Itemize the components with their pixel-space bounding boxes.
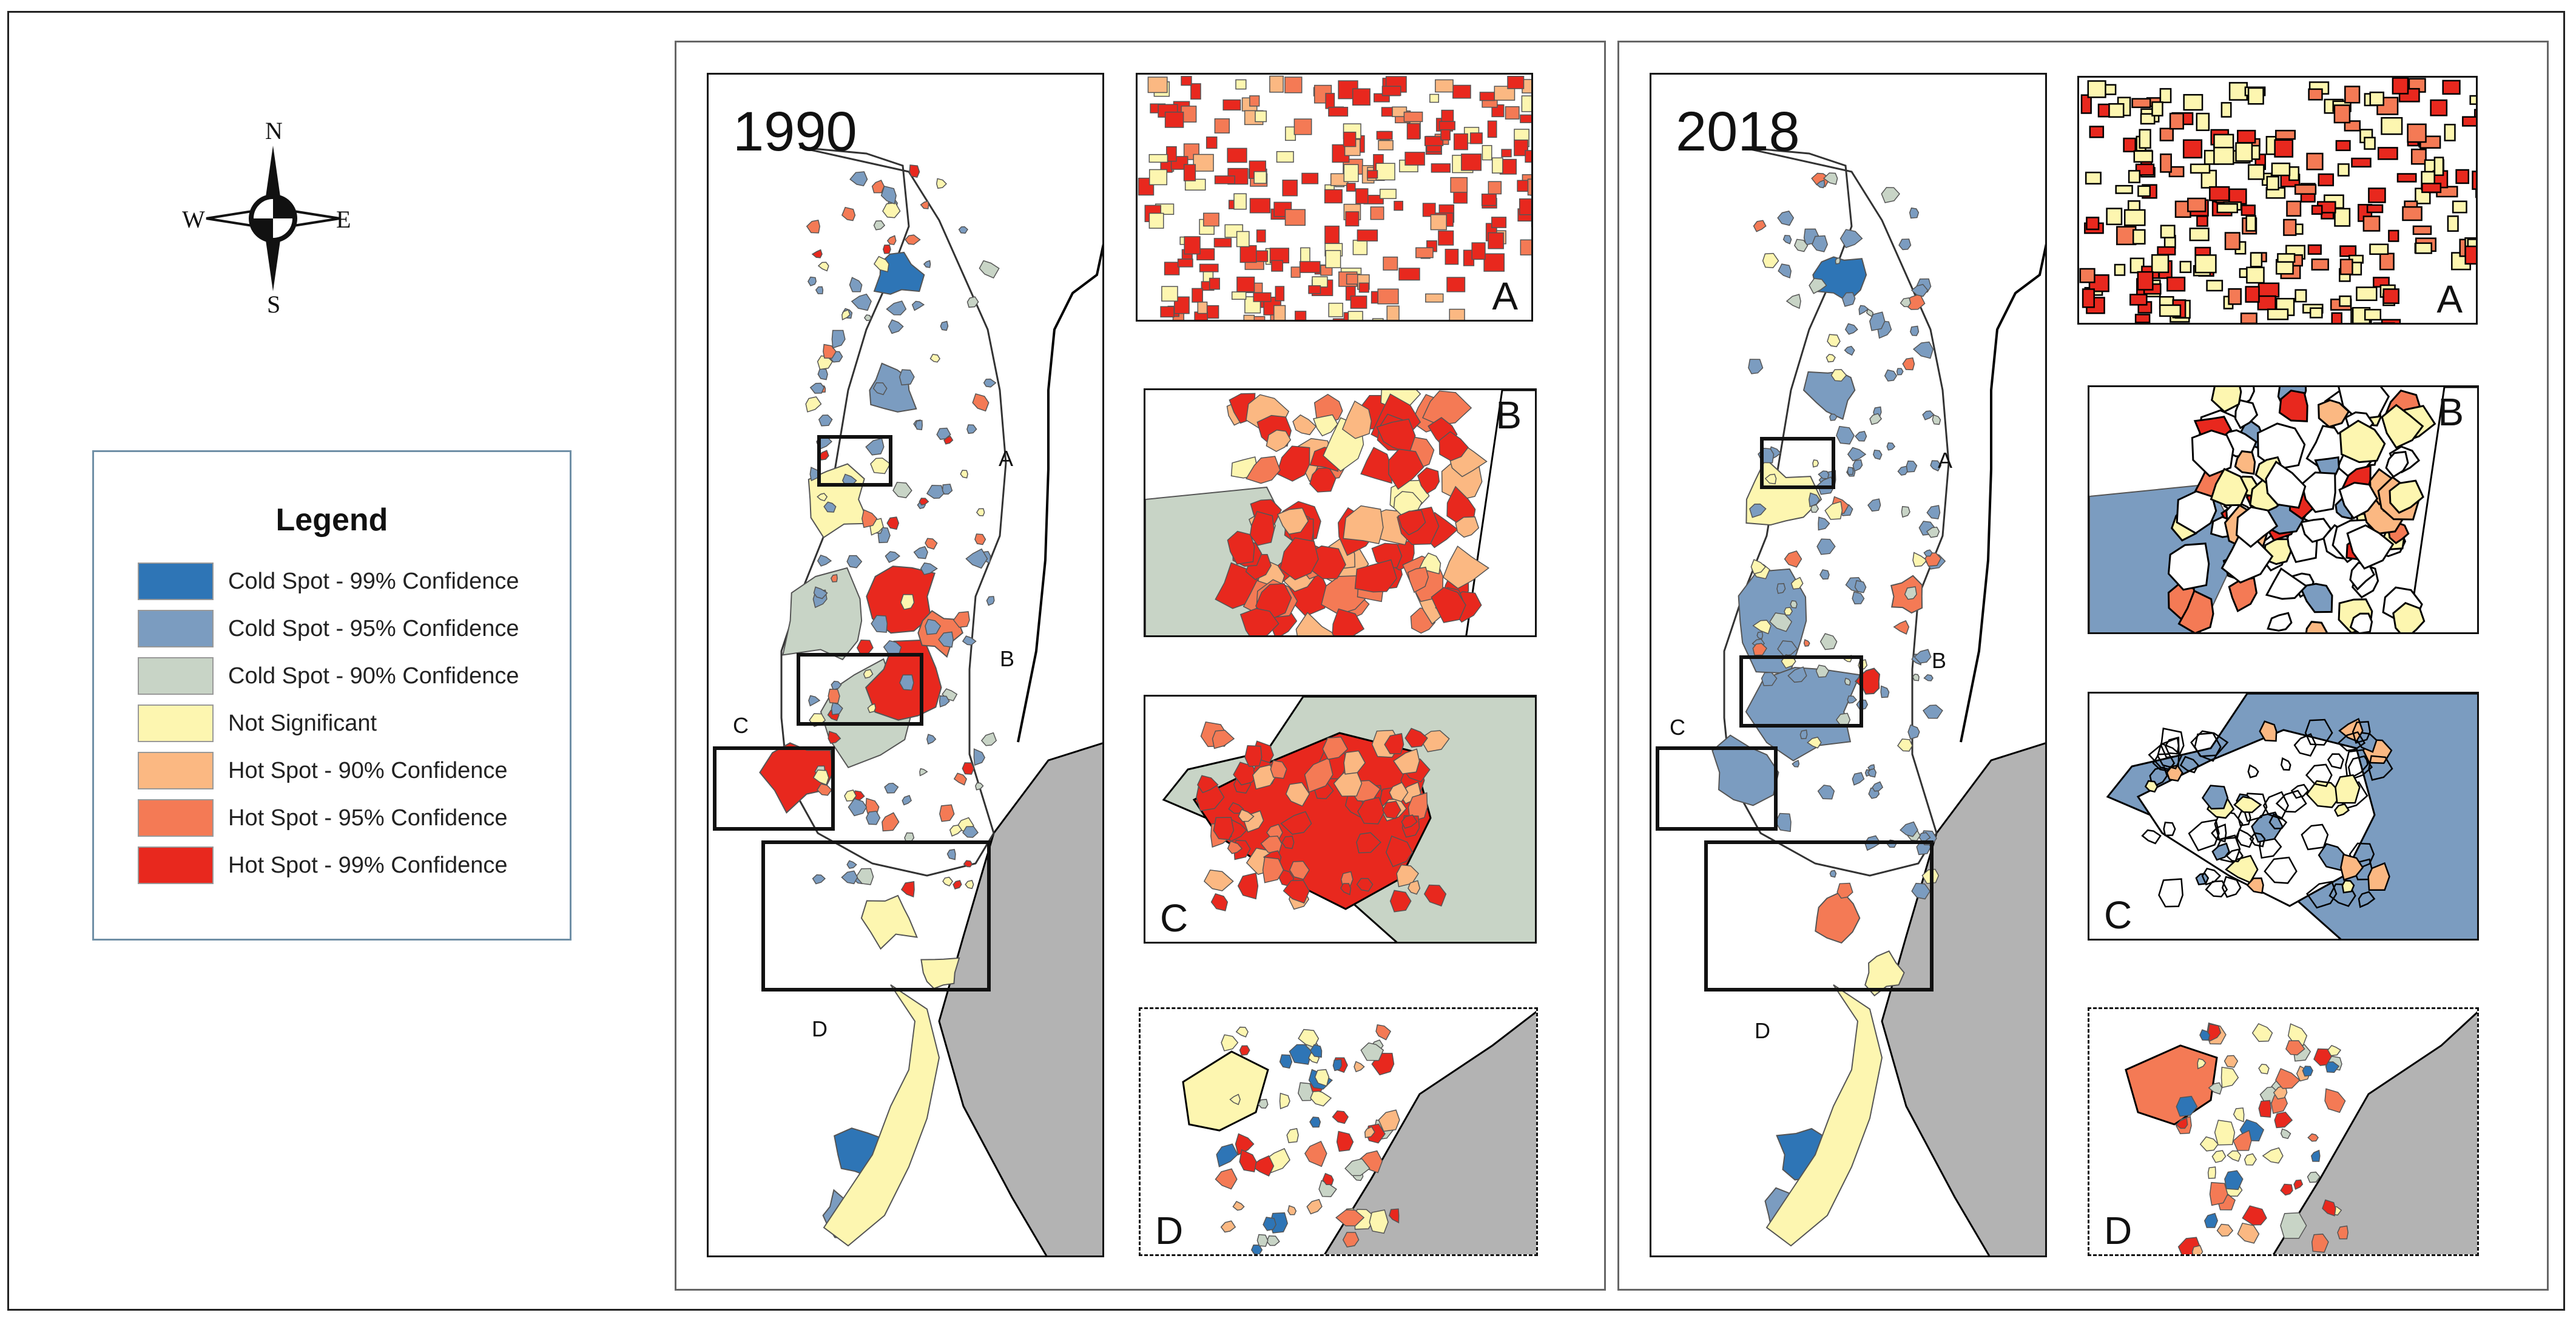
inset-d: D	[1139, 1007, 1538, 1256]
legend-item: Hot Spot - 99% Confidence	[138, 844, 508, 887]
inset-label-b: B	[2438, 390, 2464, 434]
inset-a-graphic	[2079, 78, 2476, 323]
year-label: 2018	[1676, 101, 1800, 163]
year-label: 1990	[733, 101, 857, 163]
main-map-2018: 2018 A B C D	[1650, 73, 2047, 1257]
inset-c-graphic	[2106, 694, 2477, 939]
legend-swatch	[138, 610, 214, 647]
inset-label-a: A	[1492, 274, 1518, 318]
extent-label-c: C	[1670, 715, 1685, 740]
extent-label-d: D	[1755, 1018, 1770, 1043]
compass-rose: N S E W	[182, 117, 364, 318]
compass-east-label: E	[336, 206, 351, 233]
map-panel-1990: 1990 A B C D A B C D	[675, 41, 1606, 1291]
legend-item: Hot Spot - 95% Confidence	[138, 797, 508, 839]
legend-item: Not Significant	[138, 702, 377, 745]
legend-swatch	[138, 563, 214, 600]
inset-b: B	[2088, 385, 2479, 634]
legend-label: Hot Spot - 90% Confidence	[228, 757, 508, 783]
legend-swatch	[138, 799, 214, 837]
inset-c-graphic	[1162, 697, 1535, 942]
map-1990-graphic	[713, 146, 1102, 1255]
legend-label: Cold Spot - 90% Confidence	[228, 663, 519, 689]
inset-c: C	[2088, 692, 2479, 941]
legend-swatch	[138, 752, 214, 789]
main-map-1990: 1990 A B C D	[707, 73, 1104, 1257]
inset-label-c: C	[2104, 893, 2133, 937]
legend-label: Not Significant	[228, 710, 377, 736]
map-2018-graphic	[1656, 146, 2045, 1255]
extent-label-c: C	[733, 713, 749, 738]
figure-frame	[7, 11, 2565, 1311]
inset-label-d: D	[1155, 1209, 1184, 1252]
inset-label-d: D	[2104, 1209, 2133, 1252]
inset-d-graphic	[1182, 1010, 1536, 1254]
legend-swatch	[138, 657, 214, 695]
inset-b-graphic	[2089, 387, 2477, 632]
legend-label: Cold Spot - 95% Confidence	[228, 615, 519, 641]
inset-b-graphic	[1145, 390, 1535, 635]
inset-d-graphic	[2125, 1011, 2477, 1254]
legend-label: Hot Spot - 95% Confidence	[228, 805, 508, 831]
inset-a: A	[2077, 76, 2478, 325]
inset-d: D	[2088, 1007, 2479, 1256]
compass-north-label: N	[265, 117, 283, 144]
extent-label-a: A	[999, 446, 1014, 471]
legend-item: Hot Spot - 90% Confidence	[138, 749, 508, 792]
legend-item: Cold Spot - 90% Confidence	[138, 655, 519, 697]
legend-item: Cold Spot - 95% Confidence	[138, 607, 519, 650]
inset-label-b: B	[1495, 393, 1522, 437]
legend: Legend Cold Spot - 99% Confidence Cold Sp…	[92, 450, 572, 941]
inset-a: A	[1136, 73, 1533, 322]
extent-label-a: A	[1938, 448, 1953, 473]
inset-label-c: C	[1160, 896, 1189, 940]
inset-c: C	[1144, 695, 1537, 944]
legend-swatch	[138, 704, 214, 742]
map-panel-2018: 2018 A B C D A B C D	[1617, 41, 2549, 1291]
legend-item: Cold Spot - 99% Confidence	[138, 560, 519, 603]
extent-label-b: B	[1000, 646, 1015, 671]
legend-label: Hot Spot - 99% Confidence	[228, 852, 508, 878]
compass-icon	[206, 146, 340, 291]
legend-label: Cold Spot - 99% Confidence	[228, 568, 519, 594]
compass-south-label: S	[267, 291, 281, 318]
inset-b: B	[1144, 388, 1537, 637]
inset-label-a: A	[2436, 277, 2463, 321]
inset-a-graphic	[1138, 75, 1531, 320]
legend-title: Legend	[275, 502, 388, 538]
extent-label-d: D	[812, 1016, 828, 1041]
extent-label-b: B	[1932, 648, 1947, 673]
compass-west-label: W	[182, 206, 205, 233]
legend-swatch	[138, 846, 214, 884]
